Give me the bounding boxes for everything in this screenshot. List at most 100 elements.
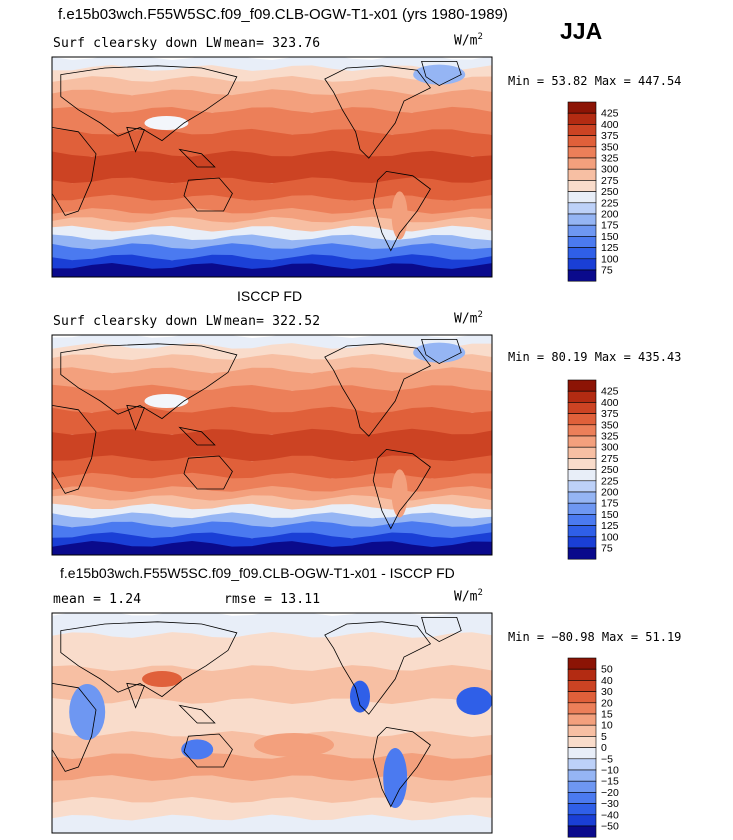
- colorbar-tick-label: 225: [601, 475, 619, 487]
- colorbar-box: [567, 135, 597, 148]
- panel1-band: [52, 243, 492, 261]
- colorbar-box: [567, 168, 597, 181]
- colorbar-tick-label: 425: [601, 386, 619, 398]
- colorbar-box: [567, 491, 597, 504]
- greenland-blob: [413, 342, 466, 363]
- colorbar-box: [567, 724, 597, 737]
- colorbar-tick-label: 375: [601, 130, 619, 142]
- panel3-band: [52, 775, 492, 803]
- panel1-band: [52, 150, 492, 184]
- coastline-australia: [183, 733, 233, 768]
- panel2-band: [52, 428, 492, 462]
- panel3-units-exp: 2: [477, 588, 483, 598]
- colorbar-tick-label: 275: [601, 175, 619, 187]
- colorbar-box: [567, 668, 597, 681]
- colorbar-tick-label: 400: [601, 119, 619, 131]
- colorbar-box: [567, 536, 597, 549]
- colorbar-box: [567, 247, 597, 260]
- andes-blob: [391, 469, 408, 518]
- colorbar-box: [567, 803, 597, 816]
- colorbar-box: [567, 514, 597, 526]
- panel1-mean: mean= 323.76: [224, 36, 321, 51]
- colorbar-box: [567, 825, 597, 838]
- panel3-frame: [51, 612, 493, 834]
- colorbar-tick-label: 200: [601, 487, 619, 499]
- season-label: JJA: [560, 18, 603, 44]
- panel1-frame: [51, 56, 493, 278]
- colorbar-box: [567, 469, 597, 482]
- colorbar-tick-label: 10: [601, 720, 613, 732]
- coastline-namerica: [324, 65, 432, 159]
- colorbar-tick-label: −50: [601, 821, 619, 833]
- colorbar-tick-label: 40: [601, 675, 613, 687]
- panel1-field: [52, 57, 492, 277]
- colorbar-tick-label: 30: [601, 686, 613, 698]
- colorbar-tick-label: 350: [601, 141, 619, 153]
- colorbar-box: [567, 124, 597, 136]
- diff-blob-tibet: [142, 671, 182, 687]
- colorbar-tick-label: 125: [601, 520, 619, 532]
- colorbar-tick-label: 275: [601, 453, 619, 465]
- panel2-minmax: Min = 80.19 Max = 435.43: [508, 350, 682, 364]
- panel1-band: [52, 263, 492, 277]
- panel2-mean: mean= 322.52: [224, 314, 321, 329]
- colorbar-tick-label: 250: [601, 186, 619, 198]
- colorbar-box: [567, 446, 597, 459]
- panel2-band: [52, 503, 492, 519]
- diff-blob-andes: [383, 748, 408, 808]
- coastline-africa: [52, 404, 97, 494]
- colorbar-box: [567, 101, 597, 114]
- panel3-map: [51, 612, 493, 834]
- panel3-rmse: rmse = 13.11: [224, 592, 321, 607]
- panel3-mean: mean = 1.24: [53, 592, 142, 607]
- colorbar-box: [567, 379, 597, 392]
- coastline-seasia: [178, 426, 216, 446]
- coastline-samerica: [372, 170, 431, 252]
- colorbar-tick-label: 200: [601, 209, 619, 221]
- colorbar-tick-label: 325: [601, 153, 619, 165]
- colorbar-tick-label: 150: [601, 509, 619, 521]
- colorbar-tick-label: 300: [601, 164, 619, 176]
- colorbar-tick-label: 5: [601, 731, 607, 743]
- greenland-blob: [413, 64, 466, 85]
- panel3-field: [52, 613, 492, 833]
- colorbar-box: [567, 780, 597, 793]
- panel3-band: [52, 698, 492, 737]
- panel2-band: [52, 521, 492, 539]
- colorbar-box: [567, 112, 597, 125]
- colorbar-tick-label: −10: [601, 765, 619, 777]
- panel1-colorbar: 4254003753503253002752502252001751501251…: [567, 101, 619, 282]
- colorbar-box: [567, 390, 597, 403]
- coastline-eurasia: [60, 343, 238, 420]
- panel3-band: [52, 814, 492, 833]
- colorbar-tick-label: 75: [601, 543, 613, 555]
- panel1-band: [52, 234, 492, 250]
- panel2-band: [52, 455, 492, 479]
- colorbar-tick-label: 125: [601, 242, 619, 254]
- colorbar-box: [567, 502, 597, 515]
- coastline-greenland: [421, 61, 462, 87]
- panel2-band: [52, 367, 492, 391]
- andes-blob: [391, 191, 408, 240]
- panel3-minmax: Min = −80.98 Max = 51.19: [508, 630, 682, 644]
- diff-blob-pacific: [254, 733, 334, 757]
- tibet-plateau-blob: [144, 394, 189, 408]
- coastline-india: [126, 404, 145, 431]
- colorbar-tick-label: −5: [601, 753, 613, 765]
- panel2-band: [52, 541, 492, 555]
- colorbar-tick-label: −30: [601, 798, 619, 810]
- colorbar-tick-label: −15: [601, 776, 619, 788]
- colorbar-tick-label: 175: [601, 498, 619, 510]
- colorbar-tick-label: 20: [601, 697, 613, 709]
- tibet-plateau-blob: [144, 116, 189, 130]
- colorbar-box: [567, 713, 597, 726]
- colorbar-box: [567, 191, 597, 204]
- colorbar-tick-label: 150: [601, 231, 619, 243]
- colorbar-box: [567, 691, 597, 704]
- coastline-namerica: [324, 621, 432, 715]
- colorbar-tick-label: 225: [601, 197, 619, 209]
- panel2-band: [52, 406, 492, 435]
- coastline-australia: [183, 177, 233, 212]
- coastline-africa: [52, 126, 97, 216]
